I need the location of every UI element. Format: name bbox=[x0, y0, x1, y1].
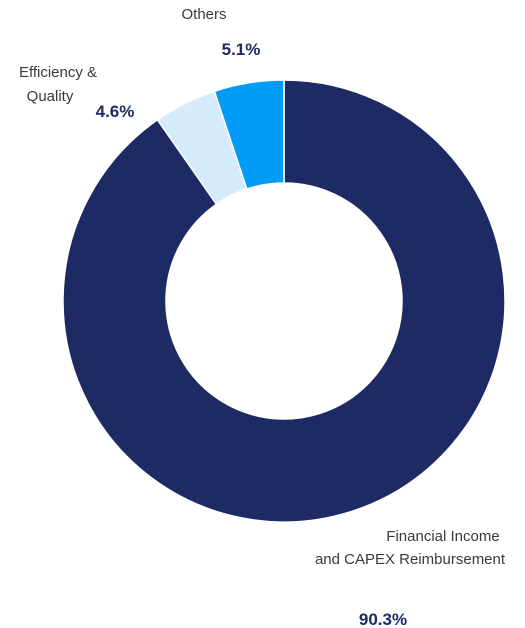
slice-label-financial-income-line1: Financial Income bbox=[386, 528, 499, 545]
slice-value-financial-income: 90.3% bbox=[359, 610, 407, 628]
slice-value-efficiency-quality: 4.6% bbox=[96, 102, 135, 121]
slice-label-efficiency-quality-line2: Quality bbox=[27, 88, 74, 105]
slices-group bbox=[62, 79, 506, 523]
slice-others bbox=[213, 79, 285, 190]
slice-label-financial-income-line2: and CAPEX Reimbursement bbox=[315, 551, 506, 568]
slice-financial-income bbox=[62, 79, 506, 523]
slice-label-others: Others bbox=[181, 6, 226, 23]
slice-value-others: 5.1% bbox=[222, 40, 261, 59]
slice-label-efficiency-quality-line1: Efficiency & bbox=[19, 64, 97, 81]
